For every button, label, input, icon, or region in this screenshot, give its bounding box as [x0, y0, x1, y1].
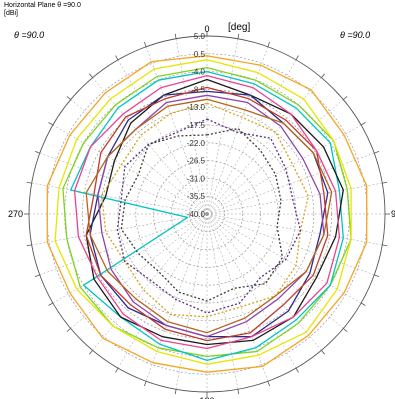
polar-outer-tick — [34, 151, 40, 154]
series-trace-11 — [85, 98, 333, 334]
angle-unit-label: [deg] — [228, 22, 251, 33]
polar-outer-tick — [48, 122, 54, 126]
radial-tick-label: 5.0 — [194, 32, 206, 41]
polar-outer-tick — [89, 73, 93, 78]
polar-grid-spoke — [206, 77, 322, 215]
theta-label-right: θ =90.0 — [340, 30, 371, 40]
polar-outer-tick — [295, 55, 299, 61]
polar-grid-spoke — [206, 124, 362, 215]
polar-grid-spoke — [175, 213, 208, 390]
polar-outer-tick — [89, 350, 93, 355]
polar-outer-tick — [237, 389, 240, 395]
polar-outer-tick — [237, 33, 240, 39]
polar-grid-spoke — [31, 213, 208, 246]
radial-tick-label: -13.0 — [187, 103, 206, 112]
polar-outer-tick — [360, 122, 366, 126]
polar-grid-spoke — [206, 213, 375, 276]
radial-tick-label: -4.0 — [191, 68, 205, 77]
polar-grid-spoke — [145, 46, 208, 215]
polar-outer-tick — [295, 367, 299, 373]
polar-grid-spoke — [31, 182, 208, 215]
polar-outer-tick — [267, 41, 270, 47]
angle-label-270: 270 — [8, 209, 23, 219]
series-trace-12 — [73, 74, 341, 350]
angle-label-90: 90 — [391, 209, 395, 219]
radial-tick-label: 0.5 — [194, 50, 206, 59]
polar-outer-tick — [343, 96, 348, 100]
radial-tick-label: -17.5 — [187, 121, 206, 130]
polar-outer-tick — [174, 33, 177, 39]
polar-outer-tick — [321, 73, 325, 78]
polar-grid-spoke — [52, 213, 208, 304]
plot-header-unit: [dBi] — [4, 10, 19, 17]
polar-grid-ring — [135, 142, 279, 286]
series-trace-10 — [116, 118, 302, 314]
series-trace-1 — [46, 55, 368, 373]
polar-outer-tick — [144, 41, 147, 47]
polar-outer-tick — [26, 181, 32, 184]
polar-outer-tick — [174, 389, 177, 395]
radial-tick-label: -22.0 — [187, 139, 206, 148]
polar-grid-spoke — [145, 213, 208, 382]
polar-grid-spoke — [206, 213, 322, 351]
polar-outer-tick — [144, 381, 147, 387]
polar-outer-tick — [360, 302, 366, 306]
polar-grid-spoke — [206, 213, 269, 382]
angle-label-0: 0 — [204, 24, 209, 34]
polar-grid-ring — [99, 106, 315, 322]
polar-grid-spoke — [206, 99, 344, 215]
polar-grid-spoke — [206, 152, 375, 215]
series-trace-8 — [97, 94, 325, 338]
polar-grid-spoke — [206, 182, 383, 215]
polar-grid-spoke — [117, 213, 208, 369]
polar-outer-tick — [321, 350, 325, 355]
polar-grid-spoke — [206, 213, 297, 369]
angle-label-180: 180 — [199, 396, 214, 399]
polar-outer-tick — [66, 328, 71, 332]
polar-outer-tick — [374, 274, 380, 277]
polar-outer-tick — [66, 96, 71, 100]
polar-grid-spoke — [117, 59, 208, 215]
polar-grid-spoke — [92, 77, 208, 215]
series-trace-13 — [120, 127, 284, 302]
polar-grid-spoke — [206, 46, 269, 215]
polar-grid-spoke — [206, 213, 344, 329]
polar-grid-spoke — [206, 213, 383, 246]
polar-grid-spoke — [206, 213, 362, 304]
radial-tick-label: -31.0 — [187, 174, 206, 183]
polar-outer-tick — [343, 328, 348, 332]
polar-grid-spoke — [70, 213, 208, 329]
radial-tick-label: -26.5 — [187, 157, 206, 166]
radial-tick-label: -35.5 — [187, 192, 206, 201]
polar-outer-tick — [374, 151, 380, 154]
series-trace-5 — [85, 78, 344, 346]
polar-grid-spoke — [92, 213, 208, 351]
radial-tick-label: -8.5 — [191, 85, 205, 94]
polar-outer-tick — [34, 274, 40, 277]
polar-outer-tick — [115, 55, 119, 61]
polar-grid-spoke — [39, 213, 208, 276]
polar-outer-tick — [26, 244, 32, 247]
series-trace-3 — [54, 59, 352, 365]
radial-tick-label: -40.0 — [187, 210, 206, 219]
polar-outer-tick — [267, 381, 270, 387]
polar-outer-tick — [382, 181, 388, 184]
plot-header-title: Horizontal Plane θ =90.0 — [4, 2, 81, 9]
theta-label-left: θ =90.0 — [14, 30, 45, 40]
polar-outer-tick — [382, 244, 388, 247]
polar-grid-spoke — [52, 124, 208, 215]
polar-outer-tick — [115, 367, 119, 373]
series-trace-9 — [101, 102, 309, 318]
polar-outer-tick — [48, 302, 54, 306]
polar-grid-ring — [171, 178, 243, 250]
